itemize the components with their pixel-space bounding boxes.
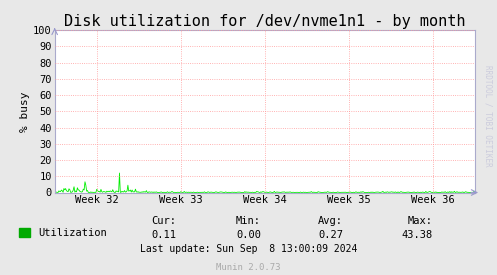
Text: Munin 2.0.73: Munin 2.0.73 (216, 263, 281, 272)
Title: Disk utilization for /dev/nvme1n1 - by month: Disk utilization for /dev/nvme1n1 - by m… (64, 14, 465, 29)
Text: 43.38: 43.38 (401, 230, 432, 240)
Text: RRDTOOL / TOBI OETIKER: RRDTOOL / TOBI OETIKER (484, 65, 493, 166)
Text: 0.11: 0.11 (152, 230, 176, 240)
Legend: Utilization: Utilization (15, 224, 111, 242)
Y-axis label: % busy: % busy (20, 91, 30, 132)
Text: 0.27: 0.27 (318, 230, 343, 240)
Text: Last update: Sun Sep  8 13:00:09 2024: Last update: Sun Sep 8 13:00:09 2024 (140, 244, 357, 254)
Text: Cur:: Cur: (152, 216, 176, 226)
Text: Min:: Min: (236, 216, 261, 226)
Text: Max:: Max: (408, 216, 432, 226)
Text: 0.00: 0.00 (236, 230, 261, 240)
Text: Avg:: Avg: (318, 216, 343, 226)
